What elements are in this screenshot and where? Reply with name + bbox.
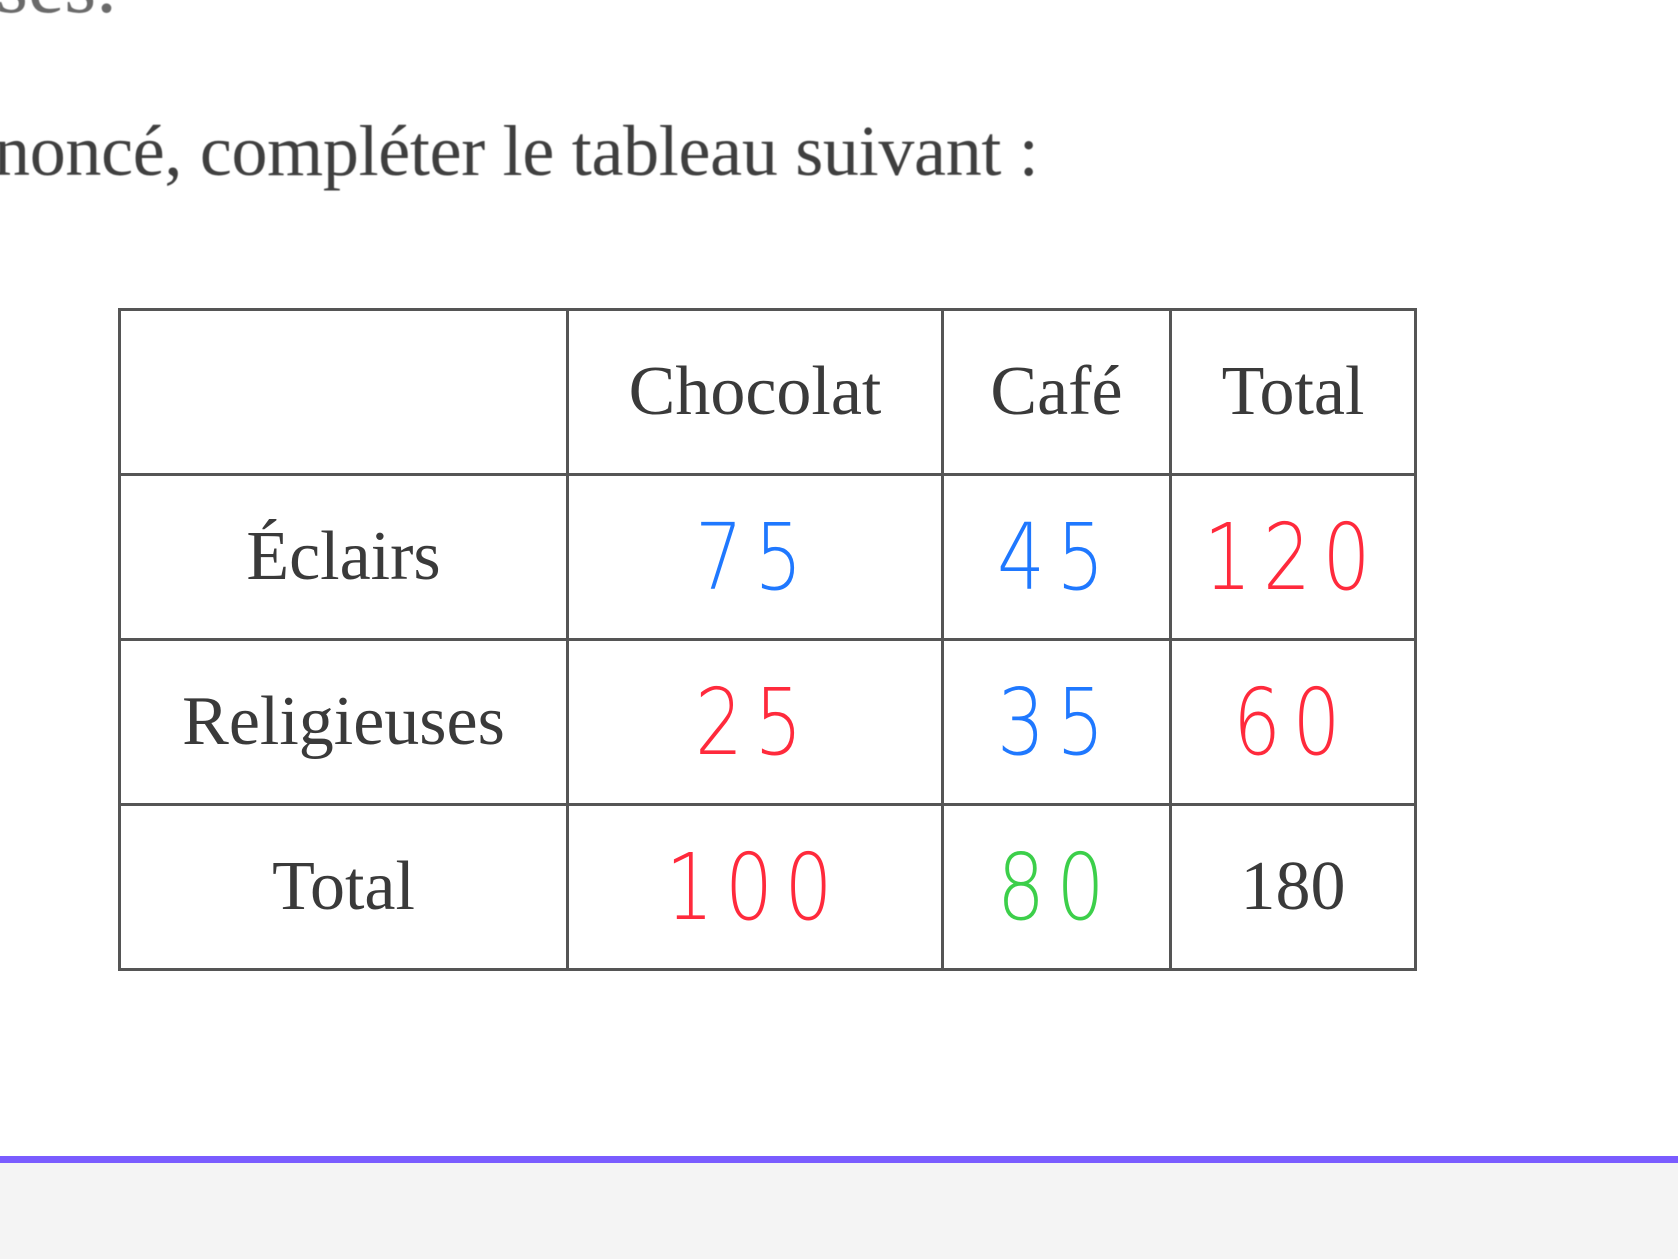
cell-total-chocolat: 100 — [566, 803, 944, 971]
row-label-total: Total — [118, 803, 569, 971]
instruction-text: noncé, compléter le tableau suivant : — [0, 111, 1039, 191]
header-empty-cell — [118, 308, 569, 476]
cell-total-cafe: 80 — [941, 803, 1172, 971]
cell-eclairs-total: 120 — [1169, 473, 1417, 641]
handwritten-value: 60 — [1233, 668, 1353, 776]
table-row: Éclairs 75 45 120 — [118, 473, 1417, 641]
cell-religieuses-cafe: 35 — [941, 638, 1172, 806]
previous-line-fragment: ses. — [0, 0, 117, 32]
header-total: Total — [1169, 308, 1417, 476]
cell-religieuses-chocolat: 25 — [566, 638, 944, 806]
handwritten-value: 80 — [997, 833, 1116, 941]
table-row: Total 100 80 180 — [118, 803, 1417, 971]
table-header-row: Chocolat Café Total — [118, 308, 1417, 476]
handwritten-value: 35 — [997, 668, 1116, 776]
cell-eclairs-cafe: 45 — [941, 473, 1172, 641]
accent-divider — [0, 1156, 1678, 1163]
row-label-religieuses: Religieuses — [118, 638, 569, 806]
bottom-bar — [0, 1163, 1678, 1259]
row-label-eclairs: Éclairs — [118, 473, 569, 641]
handwritten-value: 45 — [997, 503, 1116, 611]
cell-religieuses-total: 60 — [1169, 638, 1417, 806]
table-row: Religieuses 25 35 60 — [118, 638, 1417, 806]
handwritten-value: 25 — [695, 668, 815, 776]
pastry-table: Chocolat Café Total Éclairs 75 45 120 Re… — [118, 308, 1417, 971]
handwritten-value: 75 — [695, 503, 815, 611]
handwritten-value: 120 — [1203, 503, 1383, 611]
cell-eclairs-chocolat: 75 — [566, 473, 944, 641]
header-cafe: Café — [941, 308, 1172, 476]
header-chocolat: Chocolat — [566, 308, 944, 476]
handwritten-value: 100 — [665, 833, 845, 941]
cell-grand-total: 180 — [1169, 803, 1417, 971]
